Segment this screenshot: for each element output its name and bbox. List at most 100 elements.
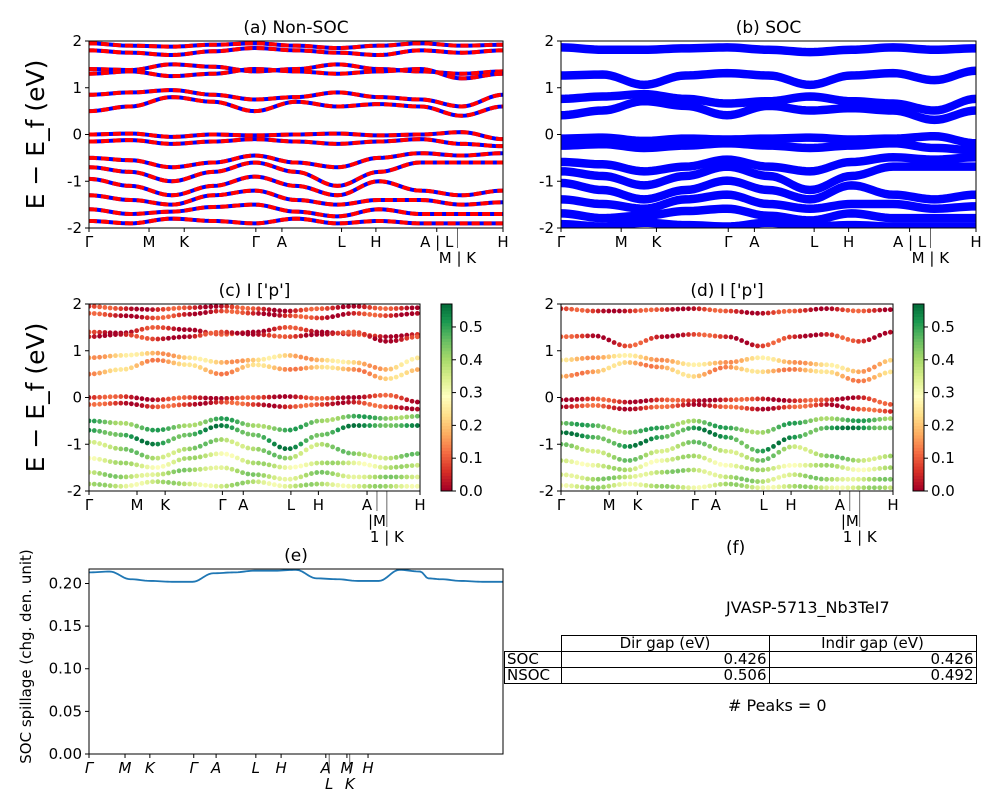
band-point (850, 338, 856, 344)
band-point (622, 430, 628, 435)
band-point (309, 420, 314, 425)
band-point (128, 352, 134, 358)
band-point (834, 364, 840, 369)
band-point (696, 440, 702, 445)
x-tick-label: H (970, 233, 981, 251)
band-point (377, 464, 383, 470)
band-point (324, 315, 330, 320)
band-point (561, 374, 564, 379)
band-point (208, 439, 214, 445)
band-point (203, 466, 208, 472)
x-tick-label: 1 | K (370, 528, 405, 546)
band-point (361, 400, 367, 406)
band-point (664, 484, 670, 489)
band-point (702, 402, 707, 408)
band-point (627, 458, 633, 463)
band-point (171, 313, 177, 319)
band-point (282, 404, 288, 410)
band-point (160, 351, 166, 357)
x-tick-label: A (749, 233, 760, 251)
band-point (309, 435, 314, 440)
band-point (829, 362, 835, 368)
colorbar-segment (441, 316, 452, 321)
band-point (245, 306, 251, 311)
band-point (728, 474, 734, 480)
band-point (728, 308, 734, 314)
band-point (760, 457, 766, 463)
band-point (89, 304, 92, 309)
band-point (409, 311, 415, 317)
band-point (563, 404, 569, 410)
band-point (144, 454, 150, 460)
band-point (282, 394, 288, 399)
colorbar-segment (441, 425, 452, 430)
band-point (728, 463, 734, 468)
band-point (102, 430, 108, 435)
band-point (187, 355, 193, 361)
band-point (203, 419, 208, 425)
band-point (585, 369, 590, 375)
band-point (712, 472, 718, 478)
band-point (845, 307, 851, 313)
band-point (563, 397, 569, 403)
band-point (845, 417, 851, 423)
x-tick-label: H (843, 233, 854, 251)
band-point (171, 480, 177, 486)
band-point (303, 447, 309, 453)
band-point (702, 455, 707, 461)
band-point (139, 351, 145, 357)
x-tick-label: Γ (85, 759, 95, 777)
band-line (89, 151, 503, 170)
band-point (643, 427, 649, 433)
band-point (361, 394, 367, 400)
band-point (393, 364, 399, 370)
band-point (213, 437, 219, 443)
band-point (404, 359, 410, 365)
band-point (240, 429, 245, 435)
band-point (176, 402, 182, 408)
colorbar-tick-label: 0.1 (931, 449, 955, 467)
colorbar-segment (441, 428, 452, 433)
band-point (686, 373, 691, 379)
band-point (166, 359, 171, 365)
band-point (271, 326, 277, 332)
band-point (686, 440, 691, 445)
band-point (744, 310, 750, 315)
band-point (760, 396, 766, 402)
band-point (409, 474, 415, 480)
band-point (250, 432, 256, 438)
band-point (187, 395, 193, 400)
band-point (319, 402, 325, 407)
band-point (606, 464, 612, 470)
band-point (771, 368, 776, 374)
band-point (797, 360, 803, 366)
band-point (675, 333, 681, 338)
band-point (346, 450, 351, 456)
band-point (414, 399, 420, 405)
band-point (707, 429, 713, 435)
band-point (829, 397, 835, 403)
band-point (139, 326, 145, 332)
band-point (208, 304, 214, 310)
colorbar-segment (913, 413, 924, 417)
band-point (89, 355, 92, 361)
band-point (776, 367, 782, 373)
band-point (155, 307, 161, 312)
band-point (303, 438, 309, 443)
band-point (383, 474, 388, 480)
band-point (144, 336, 150, 341)
band-point (787, 444, 792, 450)
band-point (234, 367, 240, 373)
colorbar-segment (913, 369, 924, 374)
band-point (818, 306, 824, 312)
band-point (367, 462, 373, 468)
x-tick-label: H (362, 759, 373, 777)
band-point (802, 419, 808, 425)
band-point (271, 441, 277, 447)
band-point (176, 448, 182, 454)
band-point (351, 460, 357, 466)
band-point (595, 435, 601, 440)
band-point (755, 458, 760, 463)
band-point (361, 331, 367, 337)
band-point (319, 315, 325, 321)
